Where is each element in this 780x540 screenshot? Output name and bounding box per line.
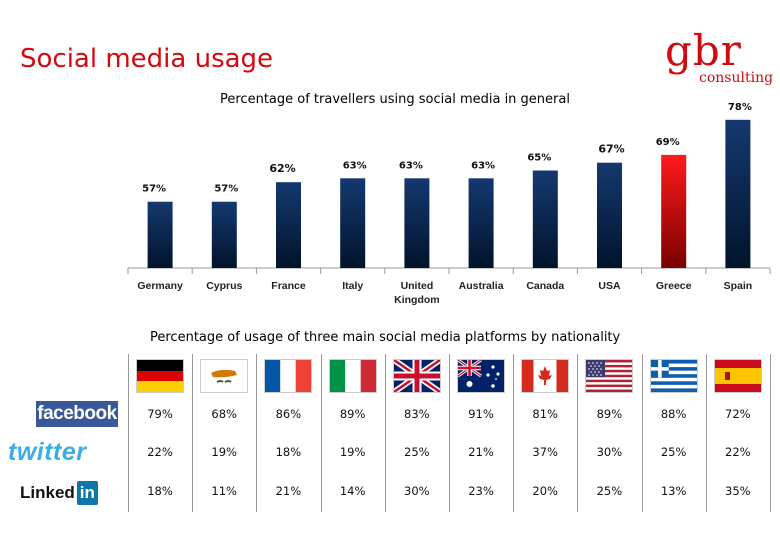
column-divider xyxy=(641,354,643,512)
table-cell: 23% xyxy=(468,484,494,498)
table-cell: 21% xyxy=(468,445,494,459)
table-cell: 91% xyxy=(468,407,494,421)
data-label: 62% xyxy=(269,162,295,175)
table-cell: 35% xyxy=(725,484,751,498)
bar-cyprus xyxy=(211,201,237,268)
x-tick-label: Canada xyxy=(526,280,564,292)
bar-germany xyxy=(147,201,173,268)
table-cell: 22% xyxy=(147,445,173,459)
bar-united-kingdom xyxy=(404,178,430,268)
bar-canada xyxy=(532,170,558,268)
table-cell: 20% xyxy=(532,484,558,498)
italy-flag xyxy=(328,359,377,393)
platform-usage-table: 79% 68% 86% 89% 83% 91% 81% 89% 88% 72% 22% 19% 18% 1… xyxy=(128,354,778,512)
column-divider xyxy=(384,354,386,512)
table-cell: 37% xyxy=(532,445,558,459)
table-cell: 72% xyxy=(725,407,751,421)
cyprus-flag xyxy=(200,359,249,393)
x-tick-label: Spain xyxy=(724,280,753,292)
table-cell: 14% xyxy=(339,484,366,498)
x-tick-label: Germany xyxy=(137,280,183,292)
column-divider xyxy=(449,354,450,512)
data-label: 67% xyxy=(598,143,624,156)
data-label: 57% xyxy=(214,184,238,195)
canada-flag xyxy=(521,359,570,393)
table-cell: 13% xyxy=(660,484,687,498)
data-label: 69% xyxy=(656,137,680,148)
column-divider xyxy=(128,354,129,512)
bar-greece xyxy=(661,154,687,268)
table-cell: 86% xyxy=(275,407,302,421)
table-cell: 30% xyxy=(404,484,430,498)
table-cell: 18% xyxy=(275,445,302,459)
column-divider xyxy=(320,354,322,512)
bar-usa xyxy=(597,162,622,268)
linkedin-in-icon: in xyxy=(76,481,98,505)
x-tick-label: Kingdom xyxy=(394,294,440,306)
column-divider xyxy=(770,354,771,512)
table-title: Percentage of usage of three main social… xyxy=(150,330,621,345)
table-cell: 89% xyxy=(596,407,623,421)
table-cell: 25% xyxy=(404,445,430,459)
column-divider xyxy=(256,354,258,512)
table-cell: 18% xyxy=(147,484,173,498)
x-tick-label: USA xyxy=(598,280,621,292)
twitter-logo: twitter xyxy=(8,438,87,466)
table-cell: 89% xyxy=(339,407,366,421)
bar-italy xyxy=(340,178,366,268)
table-cell: 30% xyxy=(596,445,623,459)
bar-spain xyxy=(725,119,751,268)
x-tick-label: Greece xyxy=(656,280,692,292)
table-cell: 79% xyxy=(147,407,173,421)
spain-flag xyxy=(713,359,762,393)
bar-france xyxy=(276,182,301,268)
linkedin-logo: Linked in xyxy=(20,481,110,505)
france-flag xyxy=(264,359,313,393)
table-cell: 19% xyxy=(339,445,366,459)
linkedin-logo-text: Linked xyxy=(20,483,75,502)
x-tick-label: Italy xyxy=(342,280,363,292)
table-cell: 81% xyxy=(532,407,558,421)
column-divider xyxy=(192,354,194,512)
bar-australia xyxy=(468,178,494,268)
logo-subtitle: consulting xyxy=(699,70,774,86)
uk-flag xyxy=(392,357,442,395)
table-cell: 88% xyxy=(660,407,687,421)
logo-wordmark: gbr xyxy=(665,26,742,75)
x-tick-label: France xyxy=(271,280,306,292)
facebook-logo: facebook xyxy=(36,401,118,427)
table-cell: 21% xyxy=(275,484,302,498)
x-tick-label: Australia xyxy=(459,280,504,292)
data-label: 63% xyxy=(343,160,367,171)
table-cell: 22% xyxy=(725,445,751,459)
table-cell: 68% xyxy=(211,407,237,421)
germany-flag xyxy=(136,359,184,393)
page-title: Social media usage xyxy=(20,44,274,74)
column-divider xyxy=(705,354,707,512)
gbr-consulting-logo: gbr consulting xyxy=(665,30,775,90)
table-cell: 11% xyxy=(211,484,237,498)
table-cell: 19% xyxy=(211,445,237,459)
bar-chart: 57% Germany 57% Cyprus 62% France 63% Italy 63% U… xyxy=(127,102,771,306)
table-cell: 83% xyxy=(404,407,430,421)
data-label: 78% xyxy=(728,102,752,113)
table-cell: 25% xyxy=(596,484,623,498)
greece-flag xyxy=(649,359,698,393)
chart-title: Percentage of travellers using social me… xyxy=(220,92,570,107)
usa-flag xyxy=(585,359,634,393)
data-label: 65% xyxy=(527,153,551,164)
australia-flag xyxy=(457,358,505,393)
column-divider xyxy=(513,354,515,512)
column-divider xyxy=(577,354,579,512)
table-cell: 25% xyxy=(660,445,687,459)
x-tick-label: Cyprus xyxy=(206,280,242,292)
data-label: 63% xyxy=(471,160,495,171)
x-tick-label: United xyxy=(401,280,434,292)
data-label: 63% xyxy=(399,160,423,171)
data-label: 57% xyxy=(142,184,166,195)
